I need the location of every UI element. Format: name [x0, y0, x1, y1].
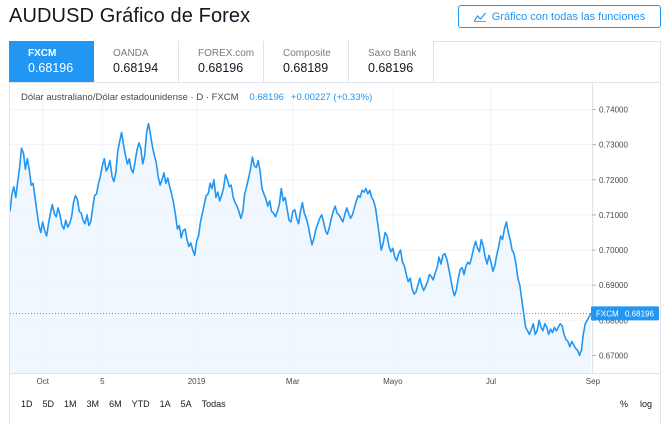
x-tick-label: 2019	[188, 377, 206, 386]
tab-composite[interactable]: Composite 0.68189	[264, 41, 349, 82]
tab-saxo-bank[interactable]: Saxo Bank 0.68196	[349, 41, 434, 82]
y-tick-label: 0.67000	[599, 351, 628, 360]
legend-symbol: Dólar australiano/Dólar estadounidense ·…	[21, 92, 239, 103]
range-button-6m[interactable]: 6M	[109, 399, 122, 409]
y-tick-label: 0.68000	[599, 316, 628, 325]
broker-tabs: FXCM 0.68196 OANDA 0.68194 FOREX.com 0.6…	[9, 41, 661, 83]
page-title: AUDUSD Gráfico de Forex	[9, 5, 251, 27]
tab-forex-com[interactable]: FOREX.com 0.68196	[179, 41, 264, 82]
chart-legend: Dólar australiano/Dólar estadounidense ·…	[21, 92, 372, 103]
x-tick-label: Mayo	[383, 377, 403, 386]
y-tick-label: 0.72000	[599, 176, 628, 185]
full-chart-button-label: Gráfico con todas las funciones	[491, 10, 646, 23]
range-button-5a[interactable]: 5A	[180, 399, 192, 409]
range-button-3m[interactable]: 3M	[86, 399, 100, 409]
range-button-1a[interactable]: 1A	[159, 399, 171, 409]
chart-toolbar: 1D 5D 1M 3M 6M YTD 1A 5A Todas % log	[9, 389, 661, 424]
tab-price: 0.68189	[283, 61, 329, 75]
range-button-1d[interactable]: 1D	[21, 399, 33, 409]
scale-buttons: % log	[620, 399, 652, 409]
y-tick-label: 0.71000	[599, 211, 628, 220]
chart-line-icon	[473, 12, 486, 22]
range-button-5d[interactable]: 5D	[42, 399, 55, 409]
tab-fxcm[interactable]: FXCM 0.68196	[9, 41, 94, 82]
tab-price: 0.68196	[368, 61, 414, 75]
tab-oanda[interactable]: OANDA 0.68194	[94, 41, 179, 82]
tab-name: FOREX.com	[198, 48, 255, 59]
tabs-spacer	[434, 41, 661, 82]
x-tick-label: Sep	[586, 377, 601, 386]
price-chart[interactable]: 0.74000 0.73000 0.72000 0.71000 0.70000 0.690…	[10, 83, 660, 389]
price-axis-label-name: FXCM	[596, 309, 619, 318]
x-tick-label: Jul	[486, 377, 496, 386]
range-buttons: 1D 5D 1M 3M 6M YTD 1A 5A Todas	[19, 399, 231, 409]
y-tick-label: 0.69000	[599, 281, 628, 290]
tab-name: Saxo Bank	[368, 48, 417, 59]
tab-name: OANDA	[113, 48, 149, 59]
y-tick-label: 0.73000	[599, 141, 628, 150]
y-tick-label: 0.70000	[599, 246, 628, 255]
range-button-ytd[interactable]: YTD	[131, 399, 150, 409]
x-tick-label: Mar	[286, 377, 300, 386]
log-scale-button[interactable]: log	[639, 399, 652, 409]
legend-last-price: 0.68196	[249, 92, 284, 103]
range-button-todas[interactable]: Todas	[201, 399, 226, 409]
tab-price: 0.68196	[198, 61, 244, 75]
price-area	[10, 123, 591, 373]
tab-name: Composite	[283, 48, 331, 59]
percent-scale-button[interactable]: %	[619, 399, 628, 409]
price-axis-label-value: 0.68196	[625, 309, 654, 318]
price-axis-label-bg	[591, 306, 659, 321]
price-axis-label: FXCM 0.68196	[591, 306, 659, 321]
tab-price: 0.68194	[113, 61, 159, 75]
y-tick-label: 0.74000	[599, 106, 628, 115]
full-chart-button[interactable]: Gráfico con todas las funciones	[458, 5, 661, 28]
range-button-1m[interactable]: 1M	[64, 399, 77, 409]
price-series-line	[10, 122, 592, 357]
tab-name: FXCM	[28, 48, 57, 59]
legend-change: +0.00227 (+0.33%)	[290, 92, 373, 103]
chart-area[interactable]: Dólar australiano/Dólar estadounidense ·…	[9, 83, 661, 389]
tab-price: 0.68196	[28, 61, 74, 75]
x-tick-label: Oct	[36, 377, 49, 386]
x-tick-label: 5	[100, 377, 105, 386]
